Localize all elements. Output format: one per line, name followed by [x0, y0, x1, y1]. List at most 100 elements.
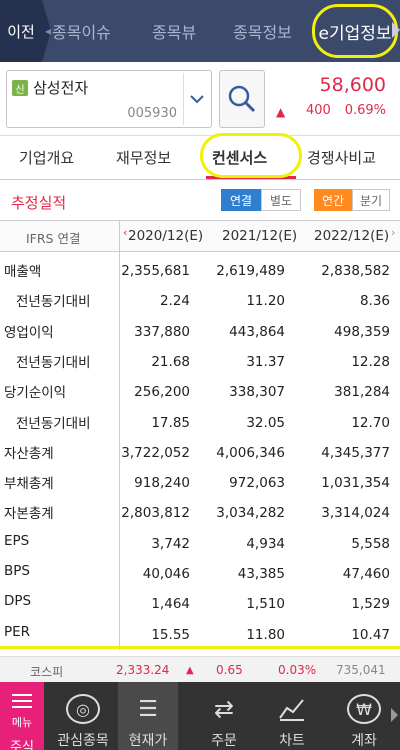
current-price: 58,600 [319, 74, 386, 96]
column-header: 2022/12(E) [314, 228, 390, 244]
index-pct: 0.03% [278, 663, 317, 677]
table-row: 부채총계 918,240 972,063 1,031,354 [0, 465, 400, 495]
chevron-left-icon[interactable]: ‹ [123, 226, 128, 239]
price-change-pct: 0.69% [344, 103, 386, 118]
chevron-down-icon[interactable] [183, 73, 209, 125]
table-cell: 1,510 [246, 596, 285, 613]
price-lines-icon: ☰ [138, 696, 158, 722]
tab-stock-issue[interactable]: 종목이슈 [52, 23, 111, 42]
table-cell: 17.85 [151, 414, 190, 431]
table-cell: 43,385 [237, 566, 285, 582]
column-header: 2021/12(E) [222, 228, 298, 244]
index-value: 2,333.24 [116, 663, 170, 677]
top-nav: 이전 ◂ 종목이슈 종목뷰 종목정보 e기업정보 [0, 0, 400, 62]
exchange-icon: ⇄ [213, 695, 235, 723]
annual-toggle[interactable]: 연간 [314, 189, 352, 211]
table-cell: 8.36 [359, 293, 390, 310]
table-cell: 21.68 [151, 353, 190, 370]
nav-label: 현재가 [128, 733, 168, 749]
row-label: 부채총계 [4, 476, 54, 493]
tab-financial-info[interactable]: 재무정보 [116, 149, 172, 167]
chevron-left-icon: ◂ [45, 24, 52, 38]
row-label: BPS [4, 563, 30, 579]
table-cell: 2.24 [159, 293, 190, 310]
row-label: 전년동기대비 [16, 354, 91, 371]
table-row: 전년동기대비 21.68 31.37 12.28 [0, 344, 400, 374]
table-cell: 3,034,282 [216, 505, 285, 522]
header-label: IFRS 연결 [26, 231, 81, 246]
search-icon [228, 85, 256, 113]
table-row: 전년동기대비 2.24 11.20 8.36 [0, 283, 400, 313]
nav-label: 차트 [279, 733, 305, 749]
filter-row: 추정실적 연결 별도 연간 분기 [0, 180, 400, 220]
nav-watchlist[interactable]: ◎ 관심종목 [53, 682, 113, 750]
tab-competitor-compare[interactable]: 경쟁사비교 [307, 149, 377, 167]
row-label: 전년동기대비 [16, 294, 91, 311]
table-cell: 12.28 [351, 353, 390, 370]
price-change: 400 [306, 103, 331, 118]
table-row: 매출액 2,355,681 2,619,489 2,838,582 [0, 253, 400, 283]
consolidated-toggle[interactable]: 연결 [221, 189, 261, 211]
table-cell: 12.70 [351, 414, 390, 431]
tab-consensus[interactable]: 컨센서스 [212, 149, 268, 167]
tab-stock-info[interactable]: 종목정보 [233, 23, 292, 42]
back-button[interactable]: 이전 [0, 0, 51, 62]
chevron-right-icon[interactable]: › [391, 226, 396, 239]
table-cell: 1,464 [151, 596, 190, 613]
tab-e-company-info[interactable]: e기업정보 [312, 4, 398, 58]
row-label: 당기순이익 [4, 385, 67, 402]
table-cell: 498,359 [334, 323, 390, 340]
highlight-underline [0, 646, 400, 649]
table-row: BPS 40,046 43,385 47,460 [0, 556, 400, 586]
up-arrow-icon: ▲ [186, 665, 194, 676]
tab-stock-view[interactable]: 종목뷰 [152, 23, 197, 42]
table-row: EPS 3,742 4,934 5,558 [0, 526, 400, 556]
chart-icon [275, 694, 309, 724]
table-cell: 1,031,354 [321, 475, 390, 492]
table-cell: 2,838,582 [321, 263, 390, 279]
table-cell: 11.20 [246, 293, 285, 310]
row-label: EPS [4, 532, 30, 549]
table-cell: 918,240 [134, 475, 190, 492]
nav-current-price[interactable]: ☰ 현재가 [118, 682, 178, 750]
section-title: 추정실적 [11, 194, 67, 212]
table-cell: 1,529 [351, 596, 390, 613]
estimate-table: IFRS 연결 ‹ 2020/12(E) 2021/12(E) 2022/12(… [0, 220, 400, 650]
nav-label: 관심종목 [57, 733, 109, 749]
stock-code: 005930 [127, 106, 177, 121]
table-cell: 256,200 [134, 384, 190, 401]
hamburger-icon [12, 694, 32, 712]
table-cell: 3,742 [151, 535, 190, 552]
tab-company-overview[interactable]: 기업개요 [19, 149, 75, 167]
row-label: 자산총계 [4, 445, 54, 462]
nav-account[interactable]: ₩ 계좌 [334, 682, 394, 750]
menu-sub-label: 주식 [10, 740, 34, 750]
table-row: 자산총계 3,722,052 4,006,346 4,345,377 [0, 435, 400, 465]
table-cell: 4,006,346 [216, 444, 285, 461]
stock-selector[interactable]: 신 삼성전자 005930 [6, 70, 212, 128]
stock-name: 삼성전자 [33, 79, 89, 97]
table-row: 전년동기대비 17.85 32.05 12.70 [0, 405, 400, 435]
menu-button[interactable]: 메뉴 주식 [0, 682, 44, 750]
nav-order[interactable]: ⇄ 주문 [194, 682, 254, 750]
row-label: 영업이익 [4, 324, 54, 341]
table-cell: 40,046 [142, 566, 190, 582]
chevron-right-icon[interactable] [392, 22, 400, 38]
index-name: 코스피 [30, 665, 64, 679]
market-index-bar[interactable]: 코스피 2,333.24 ▲ 0.65 0.03% 735,041 [0, 656, 400, 682]
table-header: IFRS 연결 ‹ 2020/12(E) 2021/12(E) 2022/12(… [0, 220, 400, 252]
chevron-right-icon[interactable] [391, 708, 398, 722]
row-label: PER [4, 623, 31, 640]
table-cell: 2,619,489 [216, 263, 285, 279]
quarterly-toggle[interactable]: 분기 [352, 189, 390, 211]
nav-label: 주문 [211, 733, 237, 749]
table-cell: 443,864 [229, 323, 285, 340]
table-cell: 3,314,024 [321, 505, 390, 522]
search-button[interactable] [219, 70, 265, 128]
separate-toggle[interactable]: 별도 [261, 189, 301, 211]
stock-bar: 신 삼성전자 005930 58,600 ▲ 400 0.69% [0, 62, 400, 136]
row-label: 전년동기대비 [16, 415, 91, 432]
nav-chart[interactable]: 차트 [262, 682, 322, 750]
table-cell: 381,284 [334, 384, 390, 401]
star-circle-icon: ◎ [66, 694, 100, 724]
